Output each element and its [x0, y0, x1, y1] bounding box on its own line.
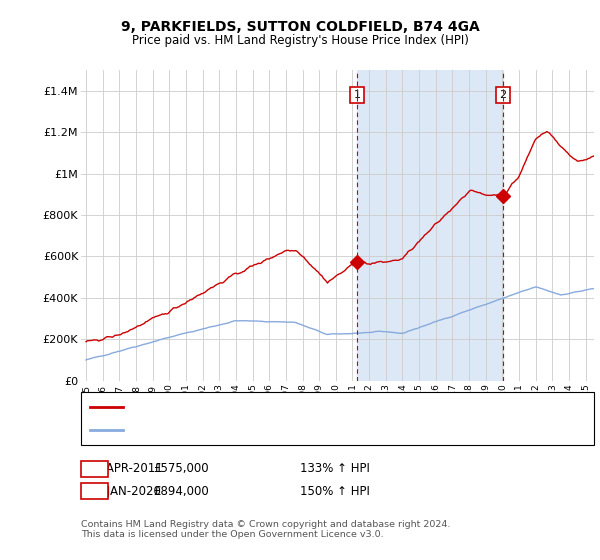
Text: 9, PARKFIELDS, SUTTON COLDFIELD, B74 4GA (detached house): 9, PARKFIELDS, SUTTON COLDFIELD, B74 4GA… [129, 402, 463, 412]
Text: £575,000: £575,000 [153, 462, 209, 475]
Text: 1: 1 [91, 462, 98, 475]
Text: £894,000: £894,000 [153, 484, 209, 498]
Text: Price paid vs. HM Land Registry's House Price Index (HPI): Price paid vs. HM Land Registry's House … [131, 34, 469, 46]
Text: 2: 2 [91, 484, 98, 498]
Text: 9, PARKFIELDS, SUTTON COLDFIELD, B74 4GA: 9, PARKFIELDS, SUTTON COLDFIELD, B74 4GA [121, 20, 479, 34]
Text: Contains HM Land Registry data © Crown copyright and database right 2024.
This d: Contains HM Land Registry data © Crown c… [81, 520, 451, 539]
Text: 07-JAN-2020: 07-JAN-2020 [87, 484, 161, 498]
Text: 08-APR-2011: 08-APR-2011 [87, 462, 163, 475]
Text: HPI: Average price, detached house, Birmingham: HPI: Average price, detached house, Birm… [129, 425, 386, 435]
Text: 1: 1 [353, 90, 361, 100]
Bar [357, 70, 503, 381]
Text: 150% ↑ HPI: 150% ↑ HPI [300, 484, 370, 498]
Text: 2: 2 [499, 90, 506, 100]
Text: 133% ↑ HPI: 133% ↑ HPI [300, 462, 370, 475]
